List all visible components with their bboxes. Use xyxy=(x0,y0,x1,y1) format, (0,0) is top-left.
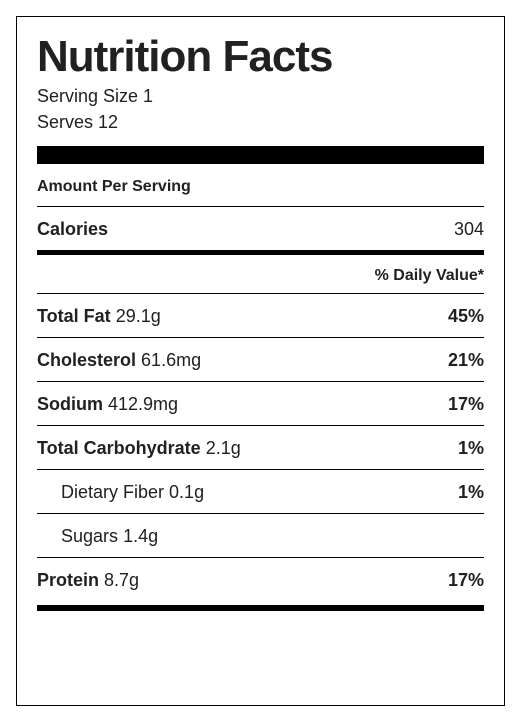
amount-per-serving-header: Amount Per Serving xyxy=(37,178,484,207)
thick-divider xyxy=(37,146,484,164)
nutrient-name: Dietary Fiber xyxy=(61,482,164,502)
calories-label: Calories xyxy=(37,219,108,240)
nutrient-name: Cholesterol xyxy=(37,350,136,370)
nutrient-name: Total Carbohydrate xyxy=(37,438,201,458)
nutrient-label: Sugars 1.4g xyxy=(37,526,158,547)
nutrient-pct: 17% xyxy=(448,394,484,415)
nutrient-subrow: Dietary Fiber 0.1g 1% xyxy=(37,470,484,514)
nutrient-amount: 8.7g xyxy=(104,570,139,590)
nutrient-label: Total Fat 29.1g xyxy=(37,306,161,327)
nutrient-pct: 1% xyxy=(458,438,484,459)
nutrition-facts-panel: Nutrition Facts Serving Size 1 Serves 12… xyxy=(16,16,505,706)
nutrient-name: Protein xyxy=(37,570,99,590)
nutrient-amount: 61.6mg xyxy=(141,350,201,370)
nutrient-row: Cholesterol 61.6mg 21% xyxy=(37,338,484,382)
nutrient-pct: 45% xyxy=(448,306,484,327)
calories-row: Calories 304 xyxy=(37,207,484,255)
nutrient-name: Sugars xyxy=(61,526,118,546)
nutrient-row: Total Fat 29.1g 45% xyxy=(37,294,484,338)
panel-title: Nutrition Facts xyxy=(37,27,484,83)
nutrient-amount: 0.1g xyxy=(169,482,204,502)
daily-value-header: % Daily Value* xyxy=(37,255,484,294)
nutrient-amount: 29.1g xyxy=(116,306,161,326)
calories-value: 304 xyxy=(454,219,484,240)
nutrient-pct: 17% xyxy=(448,570,484,591)
nutrient-amount: 1.4g xyxy=(123,526,158,546)
daily-value-label: % Daily Value* xyxy=(375,267,484,285)
nutrient-pct: 21% xyxy=(448,350,484,371)
nutrient-row: Sodium 412.9mg 17% xyxy=(37,382,484,426)
nutrient-label: Sodium 412.9mg xyxy=(37,394,178,415)
serves: Serves 12 xyxy=(37,109,484,135)
nutrient-amount: 2.1g xyxy=(206,438,241,458)
nutrient-label: Cholesterol 61.6mg xyxy=(37,350,201,371)
nutrient-label: Total Carbohydrate 2.1g xyxy=(37,438,241,459)
nutrient-label: Dietary Fiber 0.1g xyxy=(37,482,204,503)
nutrient-pct: 1% xyxy=(458,482,484,503)
nutrient-row: Total Carbohydrate 2.1g 1% xyxy=(37,426,484,470)
nutrient-amount: 412.9mg xyxy=(108,394,178,414)
nutrient-name: Total Fat xyxy=(37,306,111,326)
nutrient-subrow: Sugars 1.4g xyxy=(37,514,484,558)
nutrient-name: Sodium xyxy=(37,394,103,414)
nutrient-row: Protein 8.7g 17% xyxy=(37,558,484,611)
nutrient-label: Protein 8.7g xyxy=(37,570,139,591)
serving-size: Serving Size 1 xyxy=(37,83,484,109)
